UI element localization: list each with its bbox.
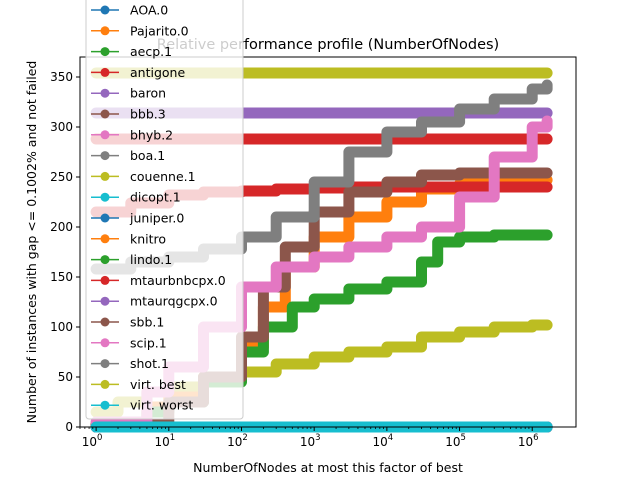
- legend-label-4: baron: [130, 86, 166, 101]
- y-tick-label-1: 50: [58, 370, 73, 384]
- legend-label-11: knitro: [130, 231, 166, 246]
- y-axis-label: Number of instances with gap <= 0.1002% …: [24, 61, 39, 424]
- legend-label-13: mtaurbnbcpx.0: [130, 273, 226, 288]
- legend-marker-14: [100, 296, 110, 306]
- y-tick-label-2: 100: [50, 320, 73, 334]
- x-tick-label-6: 106: [518, 433, 539, 449]
- x-tick-label-5: 105: [445, 433, 466, 449]
- x-tick-label-3: 103: [300, 433, 321, 449]
- legend-marker-0: [100, 5, 110, 15]
- x-tick-label-1: 101: [154, 433, 175, 449]
- legend-label-1: Pajarito.0: [130, 23, 189, 38]
- legend-marker-12: [100, 255, 110, 265]
- legend-label-10: juniper.0: [129, 211, 184, 226]
- legend-marker-2: [100, 47, 110, 57]
- legend-label-18: virt. best: [130, 377, 186, 392]
- legend-label-6: bhyb.2: [130, 127, 173, 142]
- legend-marker-6: [100, 130, 110, 140]
- x-tick-label-0: 100: [82, 433, 103, 449]
- y-tick-label-7: 350: [50, 70, 73, 84]
- legend-label-16: scip.1: [130, 335, 167, 350]
- legend-marker-9: [100, 192, 110, 202]
- legend-label-15: sbb.1: [130, 315, 164, 330]
- legend-marker-1: [100, 26, 110, 36]
- legend-marker-18: [100, 379, 110, 389]
- legend-marker-15: [100, 317, 110, 327]
- y-axis: 0 50 100 150 200 250 300 350: [50, 70, 80, 434]
- y-tick-label-3: 150: [50, 270, 73, 284]
- legend-marker-8: [100, 171, 110, 181]
- legend-marker-4: [100, 88, 110, 98]
- y-tick-label-5: 250: [50, 170, 73, 184]
- legend-label-19: virt. worst: [130, 398, 193, 413]
- legend-marker-17: [100, 359, 110, 369]
- legend-marker-7: [100, 151, 110, 161]
- legend-label-9: dicopt.1: [130, 190, 181, 205]
- legend-marker-10: [100, 213, 110, 223]
- legend-label-12: lindo.1: [130, 252, 172, 267]
- legend-marker-3: [100, 67, 110, 77]
- legend-label-7: boa.1: [130, 148, 165, 163]
- legend-label-8: couenne.1: [130, 169, 196, 184]
- legend-marker-19: [100, 400, 110, 410]
- legend-label-17: shot.1: [130, 356, 169, 371]
- plot-frame: [79, 56, 577, 428]
- x-tick-label-4: 104: [373, 433, 394, 449]
- legend-label-3: antigone: [130, 65, 185, 80]
- legend-label-2: aecp.1: [130, 44, 172, 59]
- legend-label-0: AOA.0: [130, 3, 168, 18]
- x-tick-label-2: 102: [227, 433, 248, 449]
- y-tick-label-4: 200: [50, 220, 73, 234]
- legend-label-5: bbb.3: [130, 107, 166, 122]
- legend-marker-13: [100, 275, 110, 285]
- legend-box: [85, 0, 244, 420]
- legend-marker-11: [100, 234, 110, 244]
- legend-marker-5: [100, 109, 110, 119]
- legend-marker-16: [100, 338, 110, 348]
- y-tick-label-6: 300: [50, 120, 73, 134]
- legend: AOA.0 Pajarito.0 aecp.1 antigone baron bbb.3 b…: [85, 0, 244, 420]
- y-tick-label-0: 0: [65, 420, 73, 434]
- x-axis-label: NumberOfNodes at most this factor of bes…: [193, 460, 463, 475]
- legend-label-14: mtaurqgcpx.0: [130, 294, 218, 309]
